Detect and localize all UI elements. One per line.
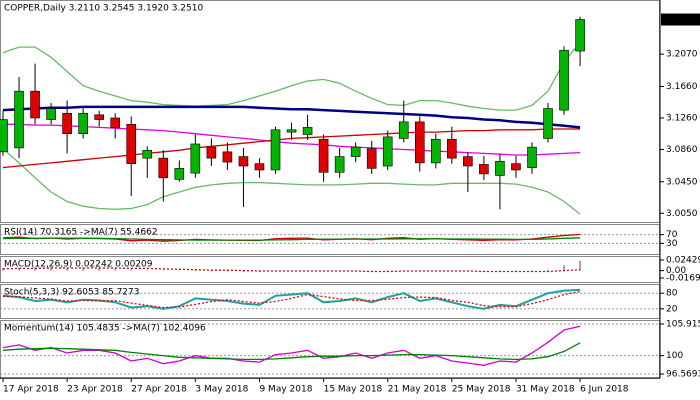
candle-body [0,119,8,153]
candle-body [78,112,88,135]
candle-body [559,49,569,111]
x-tick-label: 6 Jun 2018 [580,385,629,395]
candle-body [222,151,233,163]
candle-body [511,163,521,171]
candle-body [334,156,345,173]
candle-body [254,163,265,171]
candle-body [238,156,249,167]
histogram-bar [178,270,181,272]
histogram-bar [18,267,21,271]
histogram-bar [242,270,245,272]
y-tick-label: 100 [666,351,683,361]
candle-body [302,127,313,135]
y-tick-label: 3.0450 [666,177,698,187]
candle-body [142,149,153,159]
pane-label: MACD(12,26,9) 0.02242 0.00209 [4,260,153,270]
indicator-line [2,105,581,129]
pane-label: Stoch(5,3,3) 92.6053 85.7273 [4,288,139,298]
candle-body [575,19,585,52]
candle-body [46,108,56,120]
candle-body [126,123,137,164]
histogram-bar [226,270,229,272]
y-tick-label: 3.1260 [666,113,698,123]
histogram-bar [579,260,582,271]
pane-label: RSI(14) 70.3165 ->MA(7) 55.4662 [4,228,158,238]
y-tick-label: 3.1660 [666,82,698,92]
candle-body [463,156,473,167]
indicator-line [2,342,581,361]
candle-body [158,157,169,179]
histogram-bar [194,270,197,272]
candle-body [270,129,281,171]
candle-body [398,121,409,139]
pane-frame [0,256,660,283]
histogram-bar [34,267,37,271]
candle-body [14,90,24,149]
y-tick-label: 20 [666,304,678,314]
x-tick-label: 3 May 2018 [195,385,248,395]
histogram-bar [82,267,85,271]
indicator-line [2,148,581,215]
candle-body [527,146,537,168]
x-tick-label: 9 May 2018 [259,385,312,395]
histogram-bar [50,267,53,271]
x-tick-label: 25 May 2018 [452,385,511,395]
candle-body [479,164,489,175]
indicator-line [2,237,581,241]
candle-body [174,168,185,180]
y-tick-label: 105.9155 [666,320,700,330]
candle-body [94,114,104,120]
histogram-bar [98,267,101,271]
histogram-bar [130,269,133,271]
candle-body [382,136,393,167]
y-tick-label: 3.2070 [666,50,698,60]
histogram-bar [114,268,117,271]
y-tick-label: 80 [666,289,678,299]
last-price-box [661,13,700,26]
y-tick-label: 3.0860 [666,145,698,155]
y-tick-label: 0.02429 [666,256,700,266]
indicator-line [2,267,581,273]
indicator-line [3,123,581,156]
x-tick-label: 23 Apr 2018 [67,385,123,395]
last-price-label: 3.2510 [664,15,696,25]
candle-body [543,108,553,139]
histogram-bar [210,270,213,272]
y-tick-label: 30 [666,239,678,249]
candle-body [62,112,72,135]
y-tick-label: 96.5693 [666,370,700,380]
y-tick-label: 70 [666,230,678,240]
candle-body [495,160,505,176]
x-tick-label: 21 May 2018 [388,385,447,395]
x-tick-label: 27 Apr 2018 [131,385,187,395]
candle-body [414,121,425,164]
x-tick-label: 31 May 2018 [516,385,575,395]
histogram-bar [66,267,69,271]
candle-body [318,138,329,173]
histogram-bar [563,265,566,271]
candle-body [206,146,217,159]
histogram-bar [146,269,149,271]
histogram-bar [547,269,550,271]
candle-body [190,143,201,174]
pane-label: COPPER,Daily 3.2110 3.2545 3.1920 3.2510 [4,4,203,14]
candle-body [350,146,361,157]
histogram-bar [2,267,4,271]
y-tick-label: -0.01693 [666,274,700,284]
histogram-bar [162,270,165,272]
candle-body [286,129,297,133]
x-tick-label: 17 Apr 2018 [3,385,59,395]
pane-label: Momentum(14) 105.4835 ->MA(7) 102.4096 [4,324,206,334]
x-tick-label: 15 May 2018 [324,385,383,395]
indicator-line [2,291,581,309]
candle-body [110,117,121,128]
indicator-line [2,41,581,111]
candle-body [431,138,441,164]
candle-body [366,148,377,169]
candle-body [447,138,457,159]
candle-body [30,90,40,119]
y-tick-label: 3.0050 [666,209,698,219]
y-tick-label: 0.00 [666,266,686,276]
